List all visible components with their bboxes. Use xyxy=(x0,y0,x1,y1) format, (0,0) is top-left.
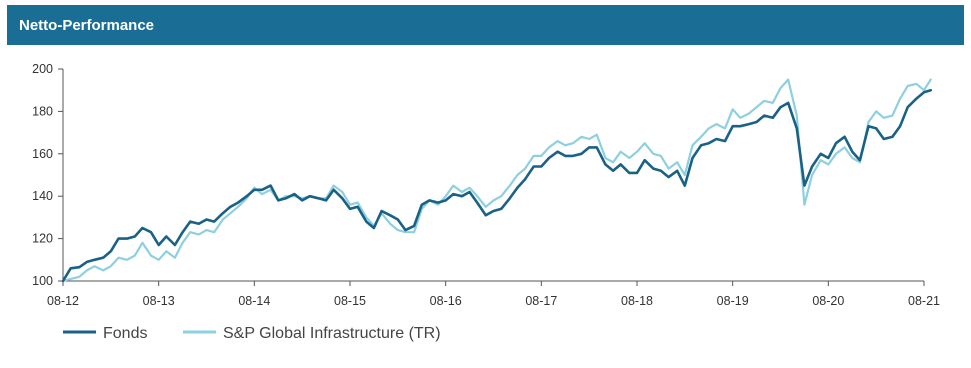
chart-title: Netto-Performance xyxy=(19,16,155,34)
series-line-fonds xyxy=(61,88,932,283)
series-line-benchmark xyxy=(61,78,932,283)
x-tick-label: 08-14 xyxy=(238,294,270,308)
legend-item-fonds-label: Fonds xyxy=(103,325,147,342)
y-tick-label: 180 xyxy=(32,104,53,118)
y-tick-label: 200 xyxy=(32,62,53,76)
chart-title-bar: Netto-Performance xyxy=(7,5,964,45)
x-tick-label: 08-13 xyxy=(143,294,175,308)
legend-item-benchmark-label: S&P Global Infrastructure (TR) xyxy=(223,325,441,342)
x-tick-label: 08-19 xyxy=(717,294,749,308)
x-tick-label: 08-16 xyxy=(430,294,462,308)
x-tick-label: 08-21 xyxy=(908,294,940,308)
y-tick-label: 140 xyxy=(32,189,53,203)
x-tick-label: 08-20 xyxy=(812,294,844,308)
x-tick-label: 08-15 xyxy=(334,294,366,308)
x-tick-label: 08-12 xyxy=(47,294,79,308)
y-tick-label: 100 xyxy=(32,274,53,288)
y-tick-label: 120 xyxy=(32,232,53,246)
y-tick-label: 160 xyxy=(32,147,53,161)
x-tick-label: 08-18 xyxy=(621,294,653,308)
x-tick-label: 08-17 xyxy=(525,294,557,308)
